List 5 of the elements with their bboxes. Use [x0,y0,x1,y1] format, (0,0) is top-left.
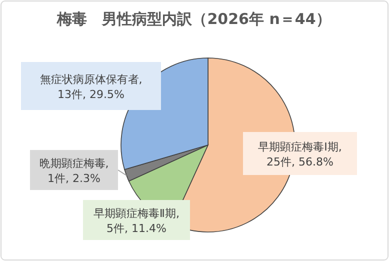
slice-label: 無症状病原体保有者, 13件, 29.5% [40,73,142,101]
slice-label: 早期顕症梅毒Ⅱ期, 5件, 11.4% [94,207,180,235]
slice-label: 晩期顕症梅毒, 1件, 2.3% [39,157,109,185]
chart-title: 梅毒 男性病型内訳（2026年 n＝44） [56,10,331,28]
slice-label: 早期顕症梅毒Ⅰ期, 25件, 56.8% [258,140,342,168]
